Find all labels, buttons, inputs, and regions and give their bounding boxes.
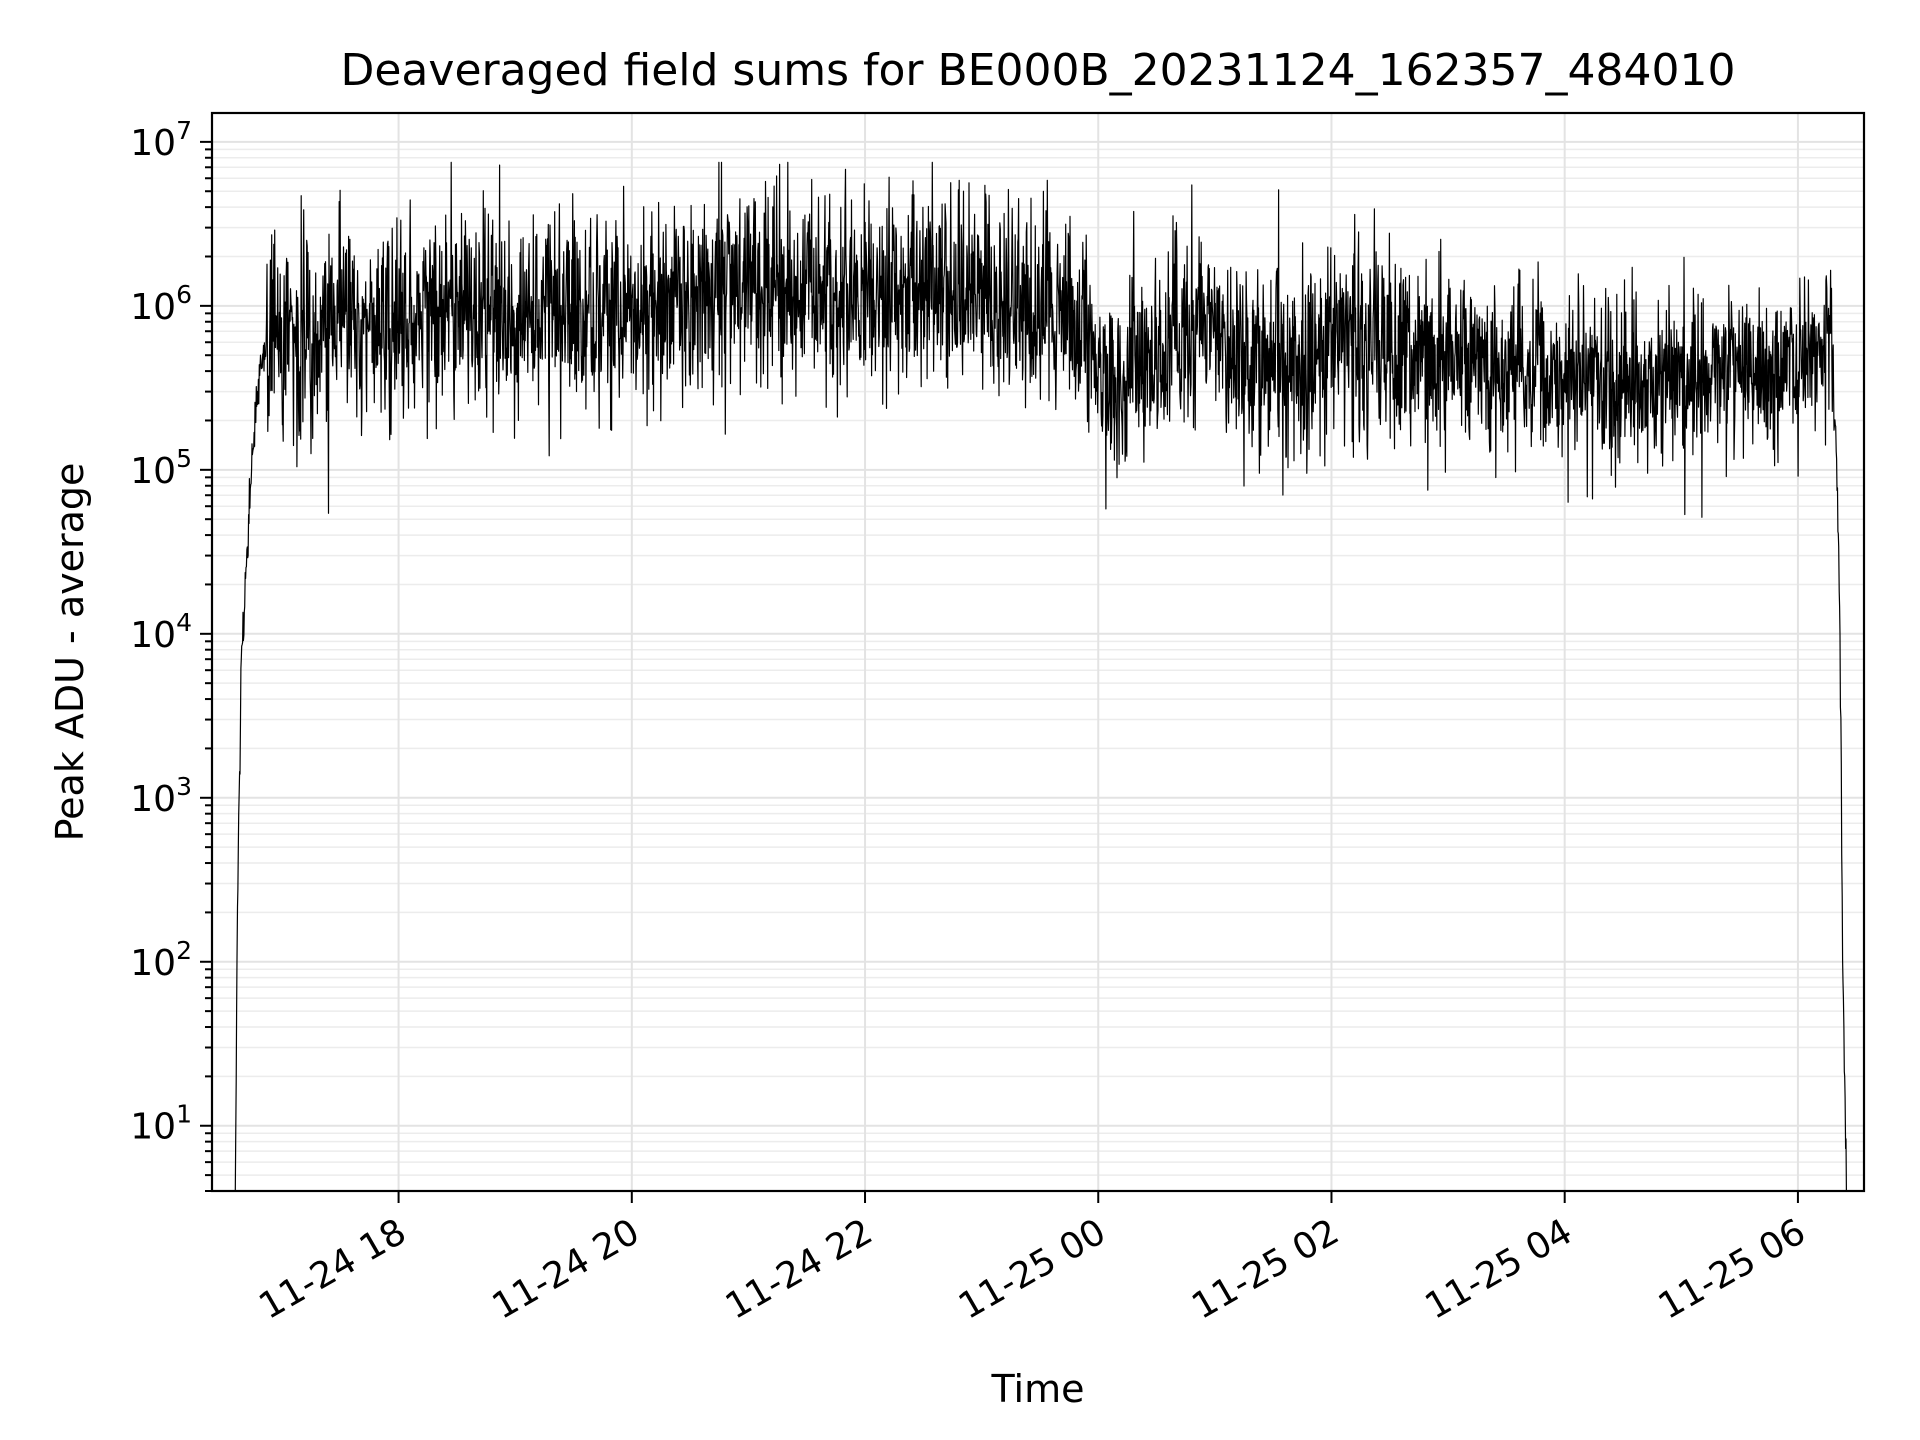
y-tick-label: 105 [130, 444, 192, 492]
plot-frame [210, 111, 1866, 1193]
y-tick-label: 102 [130, 936, 192, 984]
minor-gridlines [212, 148, 1864, 1192]
x-axis-label: Time [991, 1367, 1085, 1411]
y-axis-ticks: 101 102 103 104 105 106 107 [130, 116, 212, 1192]
series-line [234, 161, 1847, 1192]
y-tick-label: 103 [130, 772, 192, 820]
y-tick-label: 107 [130, 116, 192, 164]
y-axis-label: Peak ADU - average [48, 463, 92, 842]
y-tick-label: 104 [130, 608, 192, 656]
y-tick-label: 106 [130, 280, 192, 328]
chart-title: Deaveraged field sums for BE000B_2023112… [340, 45, 1735, 96]
y-tick-label: 101 [130, 1100, 192, 1148]
